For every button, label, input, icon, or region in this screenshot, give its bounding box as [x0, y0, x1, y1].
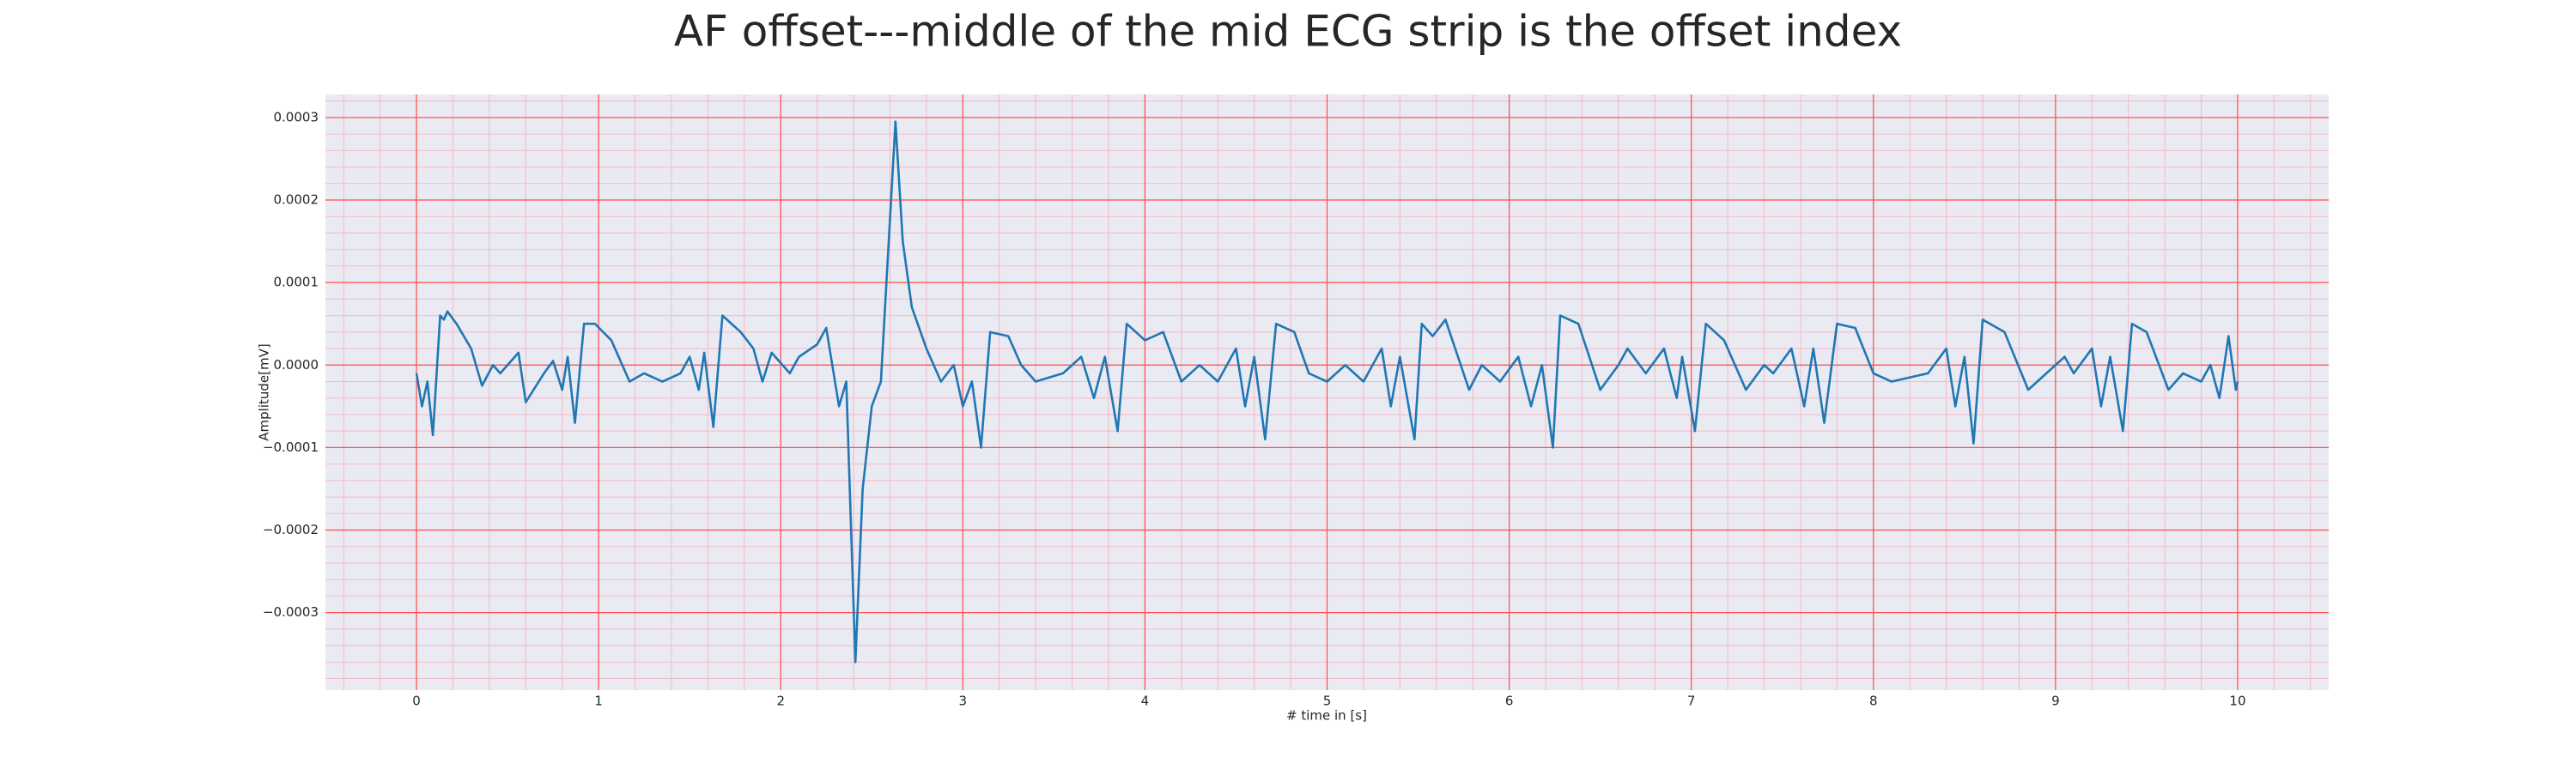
y-tick-label: −0.0001: [263, 440, 319, 455]
x-tick-label: 1: [594, 694, 603, 709]
x-tick-label: 7: [1687, 694, 1696, 709]
x-tick-label: 3: [959, 694, 968, 709]
x-tick-label: 8: [1869, 694, 1878, 709]
x-tick-label: 2: [776, 694, 785, 709]
ecg-line: [415, 120, 2239, 664]
x-tick-label: 4: [1141, 694, 1150, 709]
x-tick-label: 5: [1323, 694, 1332, 709]
x-tick-label: 6: [1505, 694, 1514, 709]
y-axis-label: Amplitude[mV]: [257, 343, 272, 440]
y-tick-label: 0.0002: [274, 192, 319, 208]
y-tick-label: 0.0003: [274, 109, 319, 124]
x-tick-label: 10: [2229, 694, 2245, 709]
x-axis-label: # time in [s]: [1286, 708, 1367, 724]
y-tick-label: −0.0003: [263, 604, 319, 620]
x-tick-label: 9: [2051, 694, 2060, 709]
x-tick-label: 0: [412, 694, 421, 709]
y-tick-label: −0.0002: [263, 522, 319, 537]
chart-title: AF offset---middle of the mid ECG strip …: [674, 7, 1902, 57]
y-tick-label: 0.0001: [274, 275, 319, 290]
y-tick-label: 0.0000: [274, 357, 319, 373]
